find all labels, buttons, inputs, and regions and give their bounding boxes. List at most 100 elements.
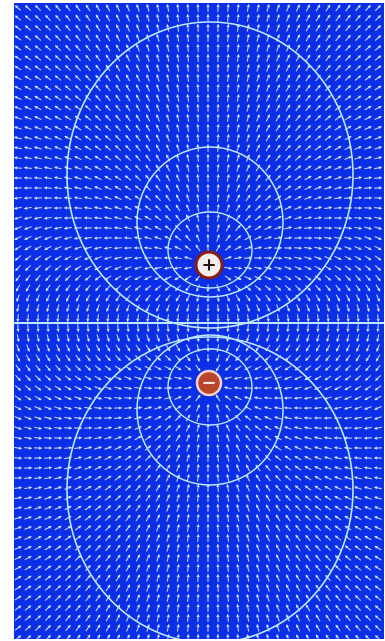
field-arrow-head bbox=[244, 395, 248, 400]
negative-charge-marker[interactable] bbox=[195, 369, 223, 397]
field-arrow-head bbox=[345, 367, 349, 371]
field-arrow-head bbox=[298, 246, 302, 250]
field-arrow-head bbox=[365, 367, 369, 371]
field-arrow-head bbox=[376, 318, 380, 322]
field-arrow-head bbox=[275, 614, 280, 618]
field-arrow-head bbox=[164, 256, 167, 260]
field-arrow-head bbox=[99, 416, 102, 420]
field-arrow-head bbox=[127, 495, 131, 499]
field-arrow-head bbox=[108, 396, 112, 400]
field-arrow-head bbox=[25, 45, 29, 49]
field-arrow-head bbox=[347, 5, 351, 9]
field-arrow-head bbox=[146, 328, 150, 332]
field-arrow-head bbox=[367, 35, 371, 39]
field-arrow-head bbox=[248, 256, 252, 260]
field-arrow-head bbox=[74, 256, 78, 261]
field-arrow-head bbox=[348, 155, 352, 160]
field-arrow-head bbox=[117, 515, 121, 519]
positive-charge-marker[interactable] bbox=[194, 250, 224, 280]
field-arrow-head bbox=[186, 564, 190, 568]
field-arrow-head bbox=[147, 435, 152, 439]
field-arrow-head bbox=[156, 504, 161, 508]
field-arrow-head bbox=[76, 338, 81, 342]
field-arrow-head bbox=[235, 444, 240, 448]
field-arrow-head bbox=[226, 54, 230, 58]
field-arrow-head bbox=[155, 164, 159, 168]
field-arrow-head bbox=[87, 604, 91, 609]
field-arrow-head bbox=[378, 145, 382, 150]
field-arrow-head bbox=[255, 435, 259, 439]
field-arrow-head bbox=[326, 308, 331, 312]
field-arrow-head bbox=[135, 155, 139, 159]
field-arrow-head bbox=[104, 226, 107, 230]
field-arrow-head bbox=[355, 367, 359, 371]
field-arrow-head bbox=[285, 584, 290, 588]
field-arrow-head bbox=[74, 185, 78, 190]
field-arrow-head bbox=[28, 495, 32, 500]
field-arrow-head bbox=[355, 565, 359, 569]
field-arrow-head bbox=[354, 475, 358, 480]
field-arrow-head bbox=[364, 535, 368, 539]
field-arrow-head bbox=[156, 328, 160, 332]
field-arrow-head bbox=[25, 25, 29, 29]
field-arrow-head bbox=[115, 135, 119, 139]
field-arrow-head bbox=[24, 156, 28, 160]
field-arrow-head bbox=[226, 524, 230, 528]
field-arrow-head bbox=[334, 446, 338, 450]
field-arrow-head bbox=[117, 584, 121, 588]
field-arrow-head bbox=[77, 535, 81, 539]
field-arrow-head bbox=[308, 185, 312, 190]
field-arrow-head bbox=[38, 476, 42, 480]
field-arrow-head bbox=[295, 554, 299, 559]
field-arrow-head bbox=[278, 225, 282, 230]
field-arrow-head bbox=[374, 456, 377, 460]
field-arrow-head bbox=[235, 424, 239, 429]
field-arrow-head bbox=[24, 145, 28, 150]
equipotential-inner-bottom bbox=[167, 348, 253, 426]
field-arrow-head bbox=[54, 176, 58, 180]
field-arrow-head bbox=[247, 194, 251, 199]
field-arrow-head bbox=[95, 34, 99, 39]
field-arrow-head bbox=[87, 555, 91, 559]
field-arrow-head bbox=[106, 624, 111, 628]
field-arrow-head bbox=[276, 34, 281, 38]
field-arrow-head bbox=[95, 135, 99, 139]
field-arrow-head bbox=[25, 267, 29, 271]
field-arrow-head bbox=[176, 604, 180, 608]
field-arrow-head bbox=[357, 55, 361, 59]
field-arrow-head bbox=[145, 134, 149, 138]
field-arrow-head bbox=[124, 215, 128, 220]
negative-charge[interactable]: − bbox=[195, 369, 223, 397]
field-arrow-head bbox=[114, 277, 119, 281]
field-arrow-head bbox=[167, 444, 171, 449]
field-arrow-head bbox=[275, 604, 280, 608]
field-arrow-head bbox=[276, 74, 281, 78]
field-arrow-head bbox=[129, 406, 132, 410]
field-arrow-head bbox=[146, 564, 151, 568]
field-arrow-head bbox=[338, 185, 342, 190]
field-arrow-head bbox=[277, 287, 281, 291]
field-arrow-head bbox=[186, 524, 190, 528]
field-arrow-head bbox=[357, 85, 361, 89]
field-arrow-head bbox=[155, 308, 160, 312]
field-arrow-head bbox=[146, 604, 151, 608]
field-arrow-head bbox=[228, 266, 232, 270]
field-arrow-head bbox=[14, 55, 18, 59]
field-arrow-head bbox=[297, 297, 301, 302]
field-arrow-head bbox=[47, 367, 51, 371]
field-arrow-head bbox=[74, 206, 78, 210]
field-arrow-head bbox=[287, 287, 291, 291]
field-arrow-head bbox=[195, 224, 200, 228]
field-arrow-head bbox=[274, 367, 278, 371]
field-arrow-head bbox=[278, 215, 282, 220]
field-arrow-head bbox=[124, 266, 128, 271]
field-arrow-head bbox=[365, 625, 369, 629]
field-arrow-head bbox=[295, 634, 300, 638]
positive-charge[interactable]: + bbox=[194, 250, 224, 280]
field-arrow-head bbox=[55, 65, 59, 69]
field-arrow-head bbox=[268, 215, 272, 219]
field-arrow-head bbox=[334, 515, 339, 519]
field-arrow-head bbox=[165, 44, 170, 48]
field-arrow-head bbox=[64, 155, 68, 160]
